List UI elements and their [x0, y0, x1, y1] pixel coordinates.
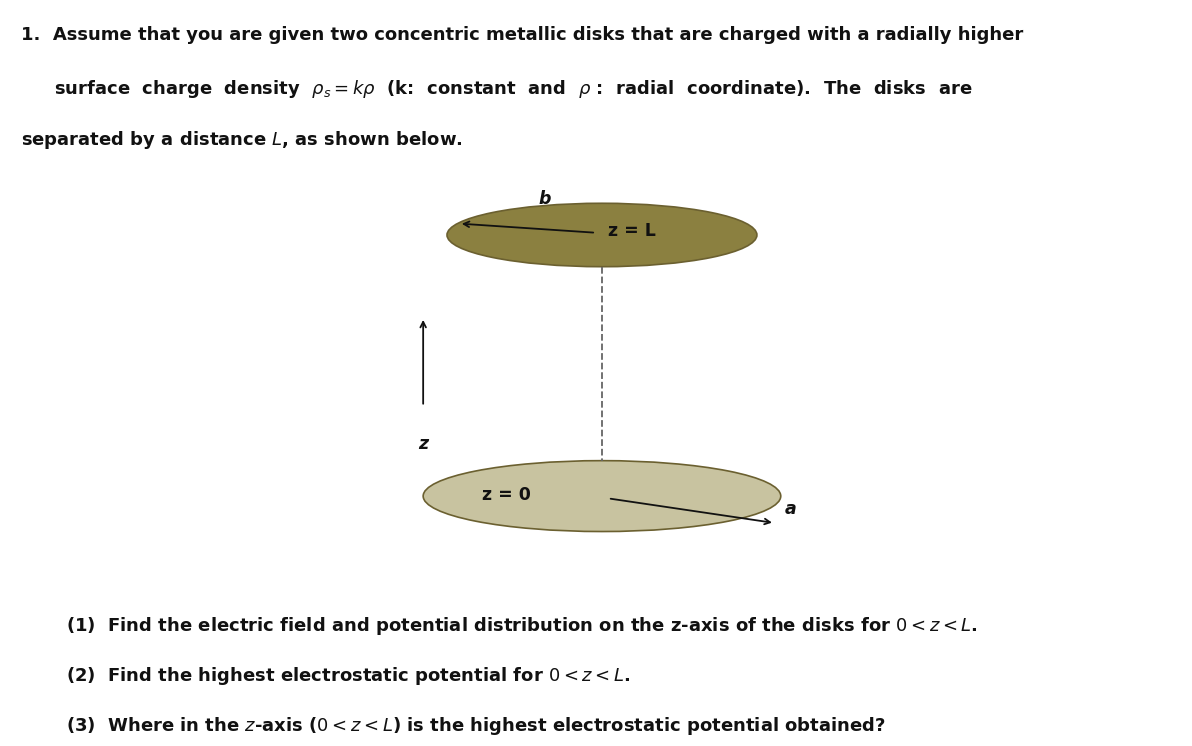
Text: (1)  Find the electric field and potential distribution on the z-axis of the dis: (1) Find the electric field and potentia…	[66, 615, 977, 637]
Text: 1.  Assume that you are given two concentric metallic disks that are charged wit: 1. Assume that you are given two concent…	[21, 26, 1024, 44]
Text: (3)  Where in the $z$-axis ($0 < z < L$) is the highest electrostatic potential : (3) Where in the $z$-axis ($0 < z < L$) …	[66, 715, 886, 736]
Text: separated by a distance $L$, as shown below.: separated by a distance $L$, as shown be…	[21, 129, 464, 151]
Text: a: a	[784, 500, 796, 518]
Text: z: z	[418, 435, 428, 453]
Text: z = 0: z = 0	[482, 486, 530, 504]
Text: surface  charge  density  $\rho_s = k\rho$  (k:  constant  and  $\rho$ :  radial: surface charge density $\rho_s = k\rho$ …	[54, 78, 971, 100]
Ellipse shape	[423, 460, 781, 531]
Ellipse shape	[447, 203, 757, 266]
Text: z = L: z = L	[608, 222, 656, 239]
Text: (2)  Find the highest electrostatic potential for $0 < z < L$.: (2) Find the highest electrostatic poten…	[66, 665, 629, 687]
Text: b: b	[539, 190, 551, 208]
